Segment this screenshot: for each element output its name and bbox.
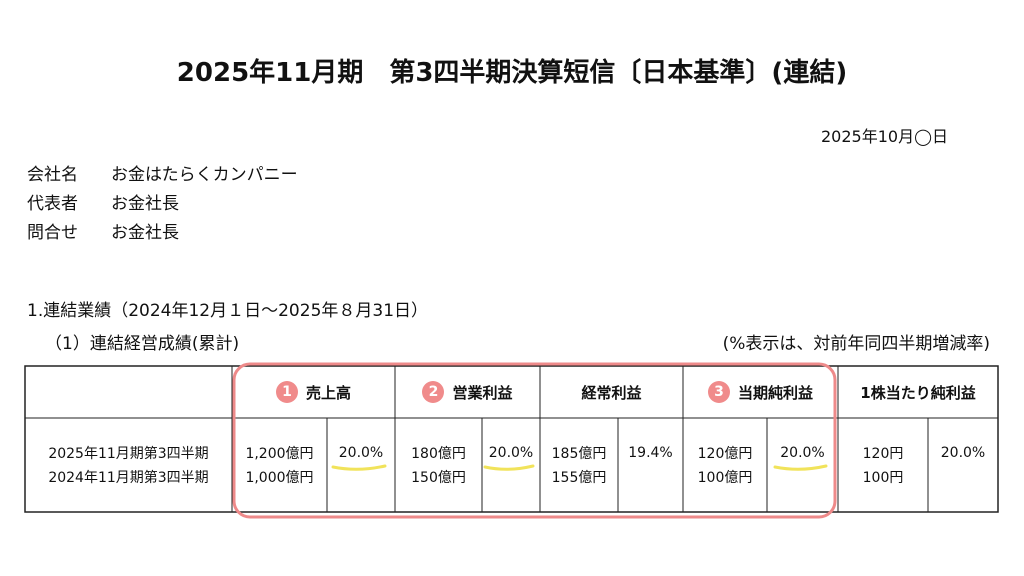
highlight-underlines [331,464,828,471]
company-label: 問合せ [27,223,78,243]
column-header: 1株当たり純利益 [838,366,998,418]
rate: 20.0% [488,445,534,461]
rate: 20.0% [940,445,986,461]
section-heading: 1.連結業績（2024年12月１日～2025年８月31日） [27,301,429,321]
amount: 120円 [862,446,904,462]
header-label: 売上高 [305,383,351,402]
amount: 150億円 [411,470,466,486]
rate: 19.4% [628,445,673,461]
column-header: 経常利益 [540,366,683,418]
amount: 100円 [862,470,904,486]
underline [331,464,387,471]
underline [773,464,828,471]
period-label: 2024年11月期第3四半期 [48,470,209,486]
column-header: 2 営業利益 [395,366,540,418]
amount: 155億円 [551,470,607,486]
section-note: (%表示は、対前年同四半期増減率) [722,334,990,354]
company-value: お金社長 [111,194,179,214]
amount: 100億円 [697,470,753,486]
badge: 2 [422,381,445,403]
amount: 180億円 [411,446,466,462]
header-label: 営業利益 [452,383,513,402]
title: 2025年11月期 第3四半期決算短信〔日本基準〕(連結) [176,58,848,88]
company-value: お金はたらくカンパニー [111,165,298,185]
period-label: 2025年11月期第3四半期 [48,446,209,462]
date: 2025年10月◯日 [821,127,948,146]
badge: 3 [707,381,730,403]
amount: 1,000億円 [245,470,314,486]
section-subheading: （1）連結経営成績(累計) [45,334,240,354]
header-label: 当期純利益 [737,383,813,402]
company-label: 代表者 [27,194,78,214]
column-dividers [231,366,929,512]
badge: 1 [275,381,298,403]
table-border [24,365,999,513]
header-label: 1株当たり純利益 [860,383,976,402]
highlight-frame [232,362,837,519]
amount: 120億円 [697,446,753,462]
column-header: 3 当期純利益 [683,366,838,418]
header-label: 経常利益 [581,383,642,402]
company-value: お金社長 [111,223,179,243]
rate: 20.0% [338,445,384,461]
rate: 20.0% [780,445,825,461]
company-label: 会社名 [27,165,78,185]
amount: 1,200億円 [245,446,314,462]
underline [483,464,535,471]
amount: 185億円 [551,446,607,462]
column-header: 1 売上高 [232,366,395,418]
